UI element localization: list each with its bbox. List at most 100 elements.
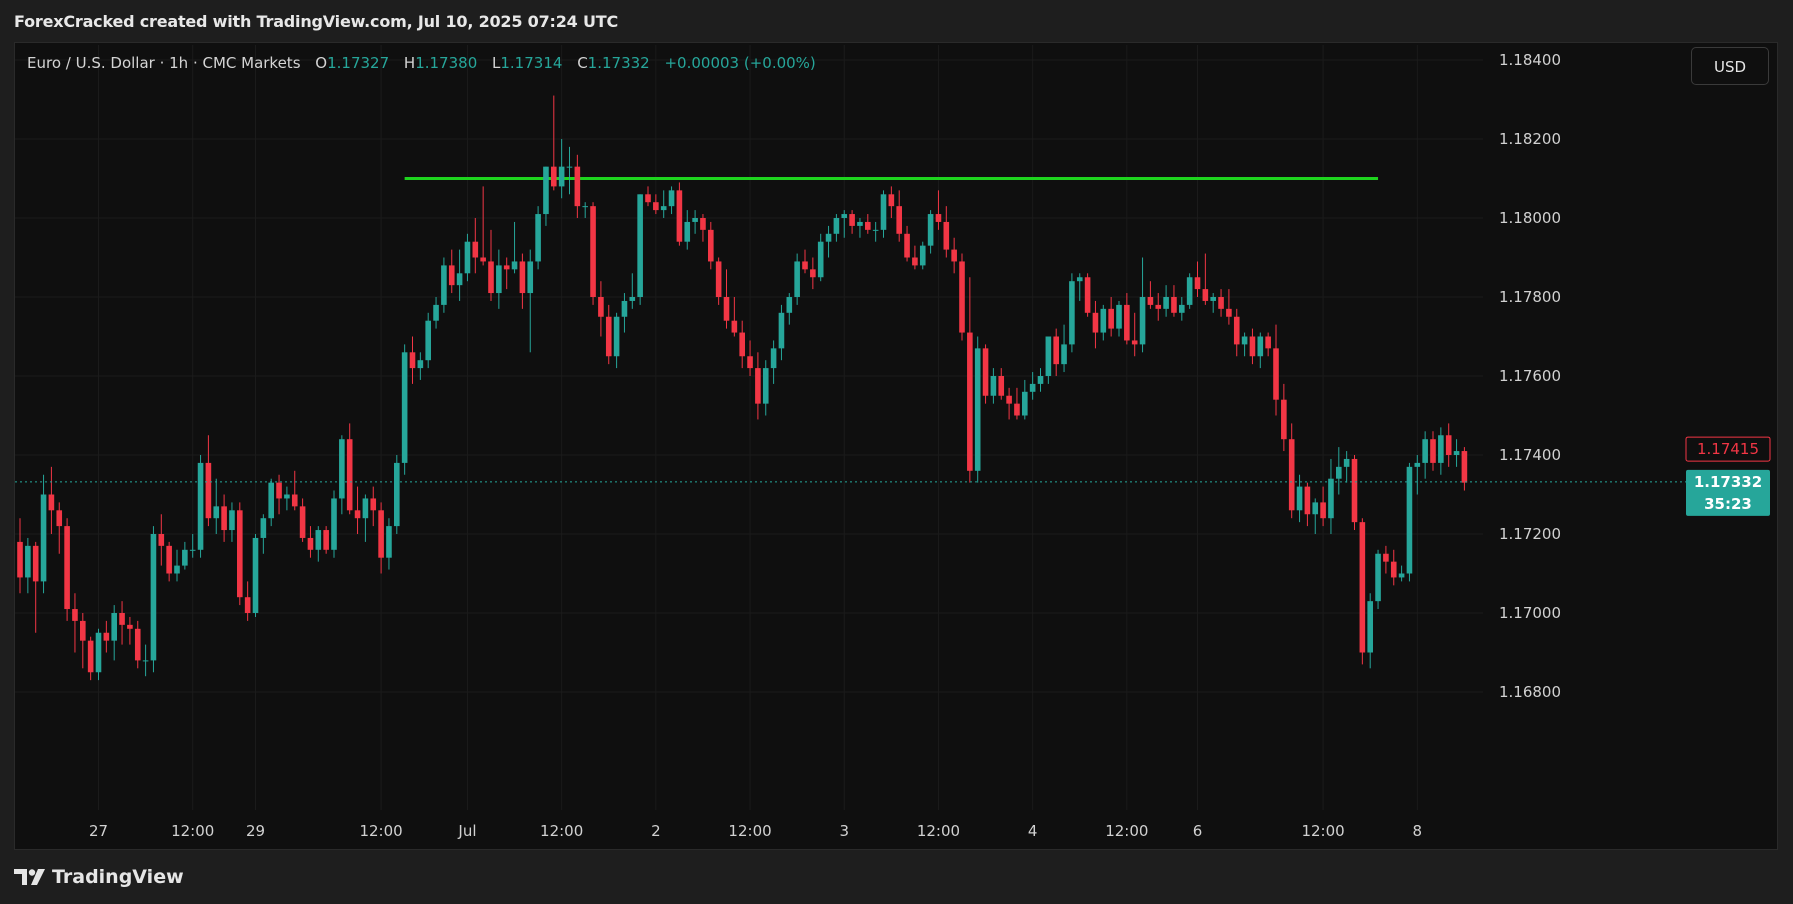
- candle-body: [276, 482, 282, 499]
- candle: [362, 494, 369, 542]
- candle: [1084, 273, 1091, 317]
- candle: [1037, 368, 1044, 392]
- candle-body: [80, 620, 86, 641]
- candle-body: [378, 510, 384, 558]
- price-tick-label: 1.17000: [1499, 604, 1561, 622]
- candle: [1092, 300, 1099, 349]
- candle-body: [802, 261, 808, 270]
- open-label: O: [315, 54, 328, 72]
- candle-body: [1336, 466, 1342, 479]
- candle: [974, 336, 981, 483]
- candle-body: [1241, 336, 1248, 345]
- candle: [87, 636, 94, 681]
- candle-body: [95, 632, 102, 673]
- candle-body: [142, 660, 149, 662]
- bar-countdown-label: 35:23: [1704, 495, 1752, 513]
- candle-body: [1202, 289, 1209, 301]
- time-tick-label: 4: [1028, 822, 1038, 840]
- candle: [456, 249, 463, 301]
- candle: [621, 293, 628, 333]
- candle-body: [252, 537, 259, 613]
- candle: [1367, 593, 1373, 669]
- candle-body: [653, 202, 659, 211]
- price-tick-label: 1.17200: [1499, 525, 1561, 543]
- candle-body: [354, 510, 361, 519]
- candle-body: [56, 510, 63, 527]
- candle-body: [1194, 277, 1201, 290]
- candle-body: [637, 194, 643, 297]
- last-price-tag: [1686, 469, 1770, 516]
- candle: [221, 494, 227, 542]
- candle: [1202, 253, 1209, 305]
- candle-body: [974, 348, 981, 471]
- candle: [496, 249, 502, 309]
- open-value: 1.17327: [327, 54, 390, 72]
- candle: [708, 221, 714, 270]
- chart-frame[interactable]: [14, 42, 1778, 850]
- candle-body: [1265, 336, 1271, 349]
- symbol-name: Euro / U.S. Dollar · 1h · CMC Markets: [27, 54, 301, 72]
- candle-body: [127, 624, 133, 629]
- candle-body: [32, 545, 39, 582]
- candle: [1375, 549, 1381, 610]
- candle: [1116, 300, 1122, 337]
- candle: [464, 233, 471, 282]
- candle: [653, 194, 659, 215]
- candle-body: [1061, 344, 1067, 365]
- candle-body: [323, 530, 329, 550]
- candle: [1053, 328, 1059, 376]
- candle: [142, 644, 149, 677]
- candle: [480, 186, 486, 266]
- candle-body: [480, 257, 486, 262]
- candle-body: [103, 632, 110, 641]
- candle: [919, 241, 926, 270]
- candle: [1139, 257, 1146, 353]
- candle: [1281, 383, 1287, 452]
- candle: [605, 304, 612, 365]
- candle: [927, 210, 934, 254]
- candle: [912, 245, 918, 270]
- candle-body: [503, 265, 510, 270]
- time-tick-label: 12:00: [1301, 822, 1344, 840]
- candle-body: [174, 565, 180, 574]
- candle-body: [1108, 308, 1114, 329]
- currency-button[interactable]: USD: [1691, 47, 1769, 85]
- candle: [1398, 565, 1405, 582]
- candle: [260, 514, 267, 554]
- candle: [817, 233, 824, 282]
- candle: [880, 190, 887, 238]
- candle-body: [464, 241, 471, 274]
- candle: [1022, 379, 1028, 420]
- candle-body: [566, 166, 573, 168]
- candle-body: [668, 190, 675, 207]
- candle: [841, 210, 848, 238]
- tradingview-footer[interactable]: TradingView: [14, 866, 184, 888]
- candle-body: [1453, 451, 1460, 455]
- candle: [637, 194, 643, 305]
- candle-body: [731, 320, 738, 333]
- candle: [80, 613, 86, 669]
- candle: [17, 518, 23, 594]
- candle: [904, 225, 910, 262]
- time-tick-label: 12:00: [1105, 822, 1148, 840]
- candle: [1304, 482, 1311, 527]
- candle: [990, 368, 997, 404]
- candle-body: [409, 352, 416, 369]
- candle-body: [1367, 601, 1373, 653]
- close-value: 1.17332: [587, 54, 650, 72]
- candle-body: [1430, 439, 1436, 463]
- time-tick-label: 2: [651, 822, 661, 840]
- candle-body: [605, 316, 612, 357]
- level-price-tag-label: 1.17415: [1697, 440, 1759, 458]
- candle-body: [833, 218, 840, 234]
- candle: [268, 478, 274, 527]
- candle: [825, 225, 832, 258]
- candle: [339, 435, 345, 515]
- candle: [959, 253, 965, 341]
- candle: [1453, 439, 1460, 467]
- candle: [158, 514, 165, 566]
- last-price-tag-label: 1.17332: [1694, 473, 1762, 491]
- candle: [1257, 332, 1264, 369]
- time-tick-label: 6: [1193, 822, 1203, 840]
